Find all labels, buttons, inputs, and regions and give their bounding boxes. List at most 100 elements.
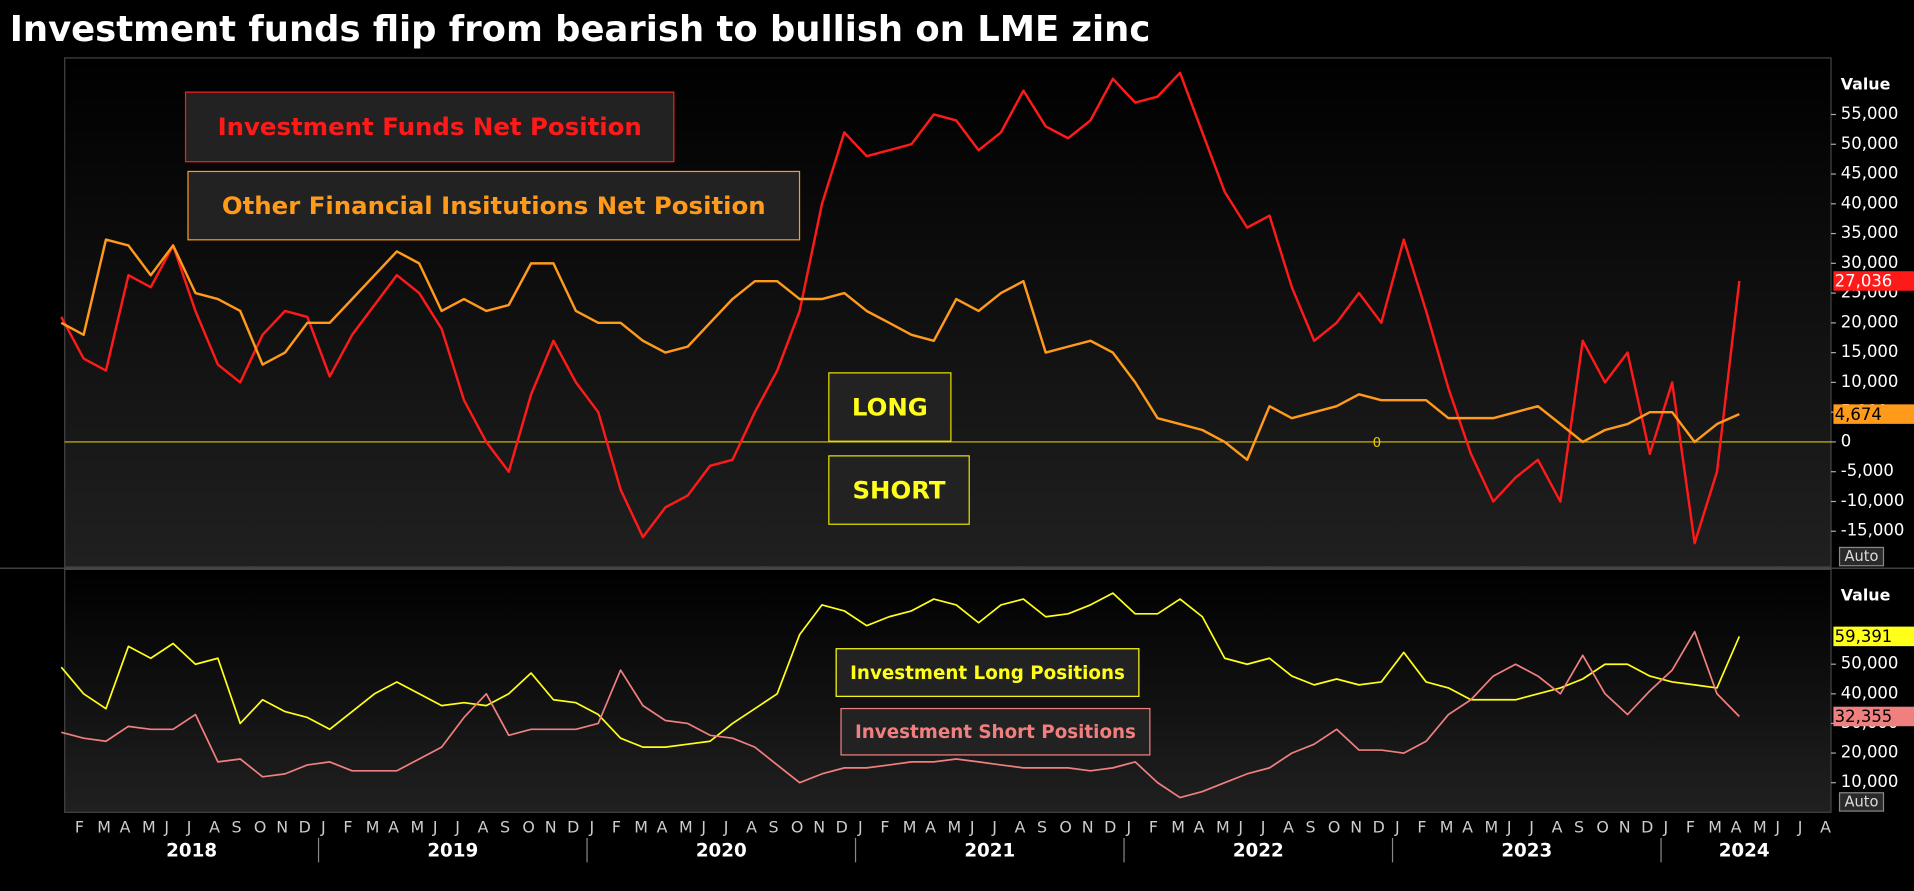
y-tick-label: 20,000 (1841, 743, 1899, 762)
series-line (60, 238, 1740, 462)
auto-button-box[interactable] (1838, 792, 1885, 812)
auto-button[interactable]: Auto (1838, 546, 1885, 567)
y-tick-label: 40,000 (1841, 683, 1899, 702)
last-value-tag (1833, 404, 1914, 424)
legend-label: Investment Funds Net Position (218, 112, 642, 141)
x-tick-label: M (1484, 818, 1498, 837)
y-tick-label: 10,000 (1841, 772, 1899, 791)
y-tick-label: 30,000 (1841, 253, 1899, 272)
annotation-box (828, 372, 952, 442)
annotation: SHORT (852, 475, 945, 504)
x-tick-label: M (679, 818, 693, 837)
x-tick-label: A (1820, 818, 1831, 837)
x-tick-label: D (836, 818, 848, 837)
x-tick-label: J (969, 818, 975, 837)
x-tick-label: N (1350, 818, 1362, 837)
legend-label-box (187, 170, 801, 241)
x-tick-label: S (768, 818, 778, 837)
x-tick-label: N (1619, 818, 1631, 837)
y-tick-label: -15,000 (1841, 521, 1905, 540)
x-tick-label: M (97, 818, 111, 837)
x-tick-label: A (657, 818, 668, 837)
x-tick-label: A (925, 818, 936, 837)
year-label: 2020 (696, 840, 747, 861)
annotation: LONG (852, 392, 928, 421)
x-tick-label: J (991, 818, 997, 837)
y-tick-label: 10,000 (1841, 372, 1899, 391)
x-tick-label: A (1015, 818, 1026, 837)
x-tick-label: J (857, 818, 863, 837)
x-tick-label: M (1216, 818, 1230, 837)
x-tick-label: N (276, 818, 288, 837)
auto-button-label[interactable]: Auto (1845, 794, 1879, 811)
auto-button-label[interactable]: Auto (1845, 548, 1879, 565)
y-tick-label: 50,000 (1841, 134, 1899, 153)
series-line (61, 630, 1740, 799)
x-tick-label: F (75, 818, 84, 837)
x-tick-label: J (1394, 818, 1400, 837)
x-tick-label: J (454, 818, 460, 837)
year-label: 2023 (1501, 840, 1552, 861)
auto-button-box[interactable] (1838, 546, 1885, 567)
year-label: 2022 (1233, 840, 1284, 861)
legend-label: Other Financial Insitutions Net Position (222, 191, 766, 220)
legend-label: Investment Long Positions (850, 663, 1125, 684)
x-tick-label: F (1686, 818, 1695, 837)
y-tick-label: 55,000 (1841, 104, 1899, 123)
y-tick-label: 45,000 (1841, 164, 1899, 183)
y-tick-label: -5,000 (1841, 461, 1894, 480)
x-tick-label: J (1260, 818, 1266, 837)
x-tick-label: D (1641, 818, 1653, 837)
x-tick-label: O (254, 818, 266, 837)
legend-label-box (840, 707, 1151, 756)
x-tick-label: A (1731, 818, 1742, 837)
x-tick-label: S (1037, 818, 1047, 837)
last-value-label: 32,355 (1835, 707, 1893, 726)
legend-label-box (835, 648, 1140, 697)
x-tick-label: A (209, 818, 220, 837)
x-tick-label: A (388, 818, 399, 837)
x-tick-label: S (1305, 818, 1315, 837)
x-tick-label: M (410, 818, 424, 837)
y-tick-label: 50,000 (1841, 654, 1899, 673)
x-tick-label: N (545, 818, 557, 837)
last-value-label: 27,036 (1835, 272, 1893, 291)
annotation-box (828, 455, 970, 525)
last-value-tag (1833, 271, 1914, 291)
x-tick-label: A (478, 818, 489, 837)
x-tick-label: J (723, 818, 729, 837)
x-tick-label: J (432, 818, 438, 837)
last-value-label: 4,674 (1835, 405, 1882, 424)
x-tick-label: A (1552, 818, 1563, 837)
x-tick-label: O (522, 818, 534, 837)
legend-label: Investment Short Positions (855, 722, 1136, 743)
auto-button[interactable]: Auto (1838, 792, 1885, 812)
x-tick-label: M (366, 818, 380, 837)
x-tick-label: J (588, 818, 594, 837)
x-tick-label: F (880, 818, 889, 837)
x-tick-label: M (947, 818, 961, 837)
axis-title: Value (1841, 586, 1891, 605)
y-tick-label: 15,000 (1841, 342, 1899, 361)
year-label: 2021 (964, 840, 1015, 861)
x-tick-label: S (500, 818, 510, 837)
legend-label-box (184, 91, 675, 163)
last-value-label: 59,391 (1835, 627, 1893, 646)
x-tick-label: J (1237, 818, 1243, 837)
y-tick-label: 35,000 (1841, 223, 1899, 242)
x-tick-label: D (567, 818, 579, 837)
x-tick-label: N (1082, 818, 1094, 837)
year-label: 2018 (166, 840, 217, 861)
y-tick-label: -10,000 (1841, 491, 1905, 510)
zero-line-label: 0 (1373, 436, 1382, 451)
x-tick-label: A (746, 818, 757, 837)
y-tick-label: 0 (1841, 431, 1851, 450)
last-value-tag (1833, 706, 1914, 727)
x-tick-label: J (1506, 818, 1512, 837)
x-tick-label: J (1125, 818, 1131, 837)
x-tick-label: S (231, 818, 241, 837)
x-tick-label: A (1283, 818, 1294, 837)
x-tick-label: M (1171, 818, 1185, 837)
